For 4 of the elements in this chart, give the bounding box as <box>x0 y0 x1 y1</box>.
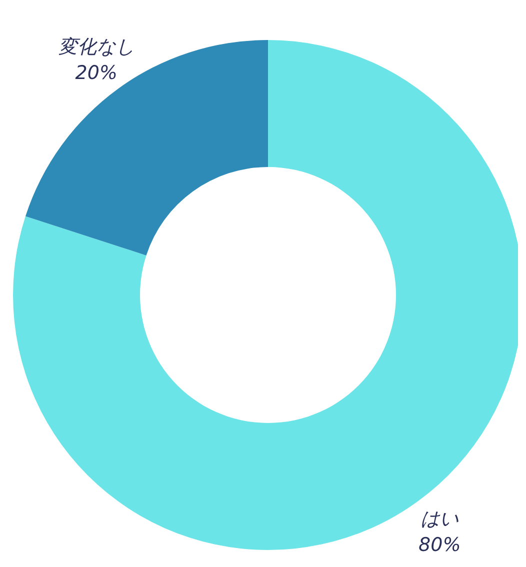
slice-label: 変化なし <box>58 36 134 58</box>
data-label: 80% <box>418 534 461 556</box>
slice-label: はい <box>420 508 459 530</box>
data-label: 20% <box>75 62 118 84</box>
